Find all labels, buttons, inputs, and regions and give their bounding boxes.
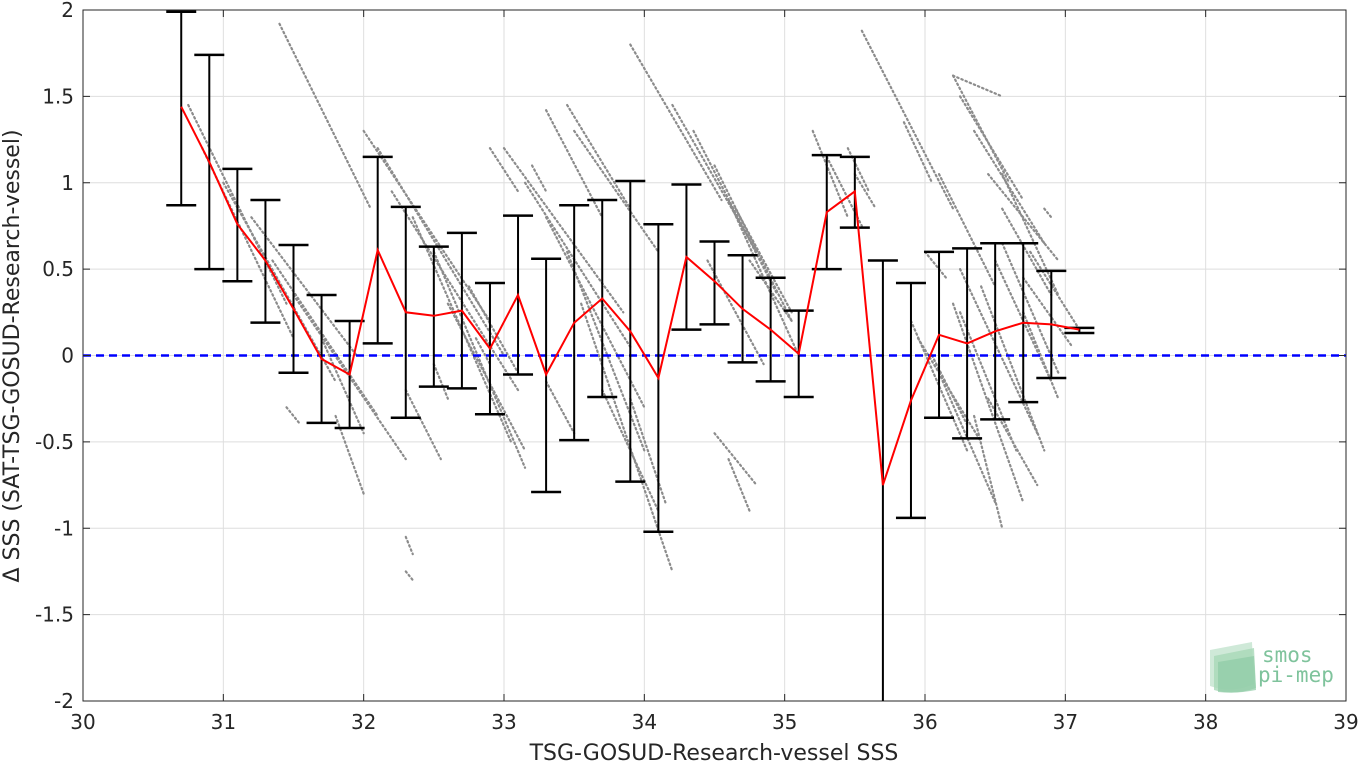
scatter-point-streak [671, 103, 758, 253]
y-axis-label: Δ SSS (SAT-TSG-GOSUD-Research-vessel) [0, 129, 25, 582]
x-tick-label: 30 [70, 710, 95, 734]
y-tick-labels: 2 1.5 1 0.5 0 -0.5 -1 -1.5 -2 [35, 0, 74, 713]
scatter-point-streak [706, 259, 765, 366]
scatter-point-streak [530, 164, 548, 193]
x-tick-labels: 30 31 32 33 34 35 36 37 38 39 [70, 710, 1358, 734]
x-tick-label: 33 [491, 710, 516, 734]
y-tick-label: 2 [61, 0, 74, 22]
scatter-point-streak [390, 190, 520, 392]
scatter-point-streak [573, 129, 660, 253]
mean-line [180, 106, 1080, 486]
scatter-point-streak [930, 354, 969, 426]
logo-text-line2: pi-mep [1258, 663, 1334, 687]
x-tick-label: 34 [632, 710, 657, 734]
y-tick-label: 0 [61, 344, 74, 368]
smos-pi-mep-logo: smos pi-mep [1210, 642, 1334, 693]
x-tick-label: 37 [1053, 710, 1078, 734]
scatter-point-streak [1001, 173, 1060, 297]
scatter-point-streak [973, 129, 1046, 245]
y-tick-label: -0.5 [35, 430, 74, 454]
scatter-point-streak [713, 164, 793, 323]
scatter-point-streak [362, 129, 492, 323]
scatter-point-streak [404, 388, 442, 461]
scatter-point-streak [467, 285, 520, 374]
scatter-point-streak [987, 397, 1039, 487]
axis-ticks [82, 9, 1347, 702]
scatter-point-streak [474, 337, 492, 366]
scatter-point-streak [811, 129, 849, 219]
scatter-point-streak [629, 397, 667, 504]
scatter-point-streak [937, 371, 997, 504]
y-tick-label: 1.5 [42, 84, 74, 108]
logo-wave-icon [1210, 642, 1256, 693]
scatter-point-streak [951, 74, 1011, 184]
scatter-point-streak [958, 311, 1018, 452]
scatter-point-streak [846, 147, 870, 193]
y-tick-label: -1.5 [35, 603, 74, 627]
scatter-point-streak [376, 147, 506, 357]
scatter-point-streak [544, 216, 646, 409]
y-tick-label: 1 [61, 171, 74, 195]
scatter-point-streak [320, 337, 365, 435]
scatter-point-streak [860, 29, 955, 210]
scatter-point-streak [713, 432, 758, 487]
scatter-point-streak [544, 380, 576, 435]
scatter-point-streak [580, 302, 674, 573]
scatter-point-streak [271, 259, 379, 418]
scatter-point-streak [902, 121, 934, 184]
scatter-point-streak [973, 414, 1004, 530]
x-tick-label: 35 [772, 710, 797, 734]
y-tick-label: -1 [54, 516, 74, 540]
scatter-point-streak [923, 250, 948, 279]
scatter-point-streak [446, 302, 527, 452]
scatter-point-streak [488, 147, 520, 193]
scatter-point-streak [980, 285, 1046, 452]
scatter-point-streak [951, 302, 1025, 504]
scatter-point-streak [734, 207, 793, 314]
scatter-point-streak [853, 173, 877, 210]
scatter-point-streak [629, 43, 723, 202]
scatter-point-streak [1022, 276, 1074, 348]
scatter-point-streak [1043, 207, 1053, 219]
scatter-point-streak [432, 250, 527, 469]
scatter-point-streak [1022, 311, 1060, 400]
scatter-point-streak [937, 173, 997, 288]
scatter-point-streak [727, 458, 751, 513]
scatter-point-streak [278, 22, 372, 210]
scatter-points [187, 22, 1081, 582]
x-tick-label: 38 [1193, 710, 1218, 734]
scatter-point-streak [1001, 242, 1060, 374]
scatter-point-streak [958, 95, 1025, 202]
scatter-point-streak [566, 103, 632, 210]
scatter-point-streak [285, 406, 302, 426]
scatter-point-streak [523, 181, 632, 348]
x-tick-label: 32 [351, 710, 376, 734]
y-tick-label: -2 [54, 689, 74, 713]
scatter-point-streak [987, 173, 1060, 262]
scatter-point-streak [958, 268, 1039, 435]
scatter-point-streak [951, 74, 1004, 98]
scatter-point-streak [404, 535, 414, 556]
scatter-point-streak [1029, 250, 1081, 331]
scatter-point-streak [250, 216, 358, 357]
scatter-point-streak [432, 363, 449, 400]
y-tick-label: 0.5 [42, 257, 74, 281]
scatter-point-streak [502, 147, 625, 314]
x-tick-label: 31 [211, 710, 236, 734]
scatter-point-streak [1001, 207, 1053, 297]
scatter-point-streak [222, 181, 337, 383]
scatter-point-streak [404, 570, 414, 582]
scatter-point-streak [566, 250, 646, 452]
x-tick-label: 36 [912, 710, 937, 734]
x-axis-label: TSG-GOSUD-Research-vessel SSS [529, 741, 899, 765]
logo-text-line1: smos [1262, 643, 1313, 667]
x-tick-label: 39 [1333, 710, 1358, 734]
